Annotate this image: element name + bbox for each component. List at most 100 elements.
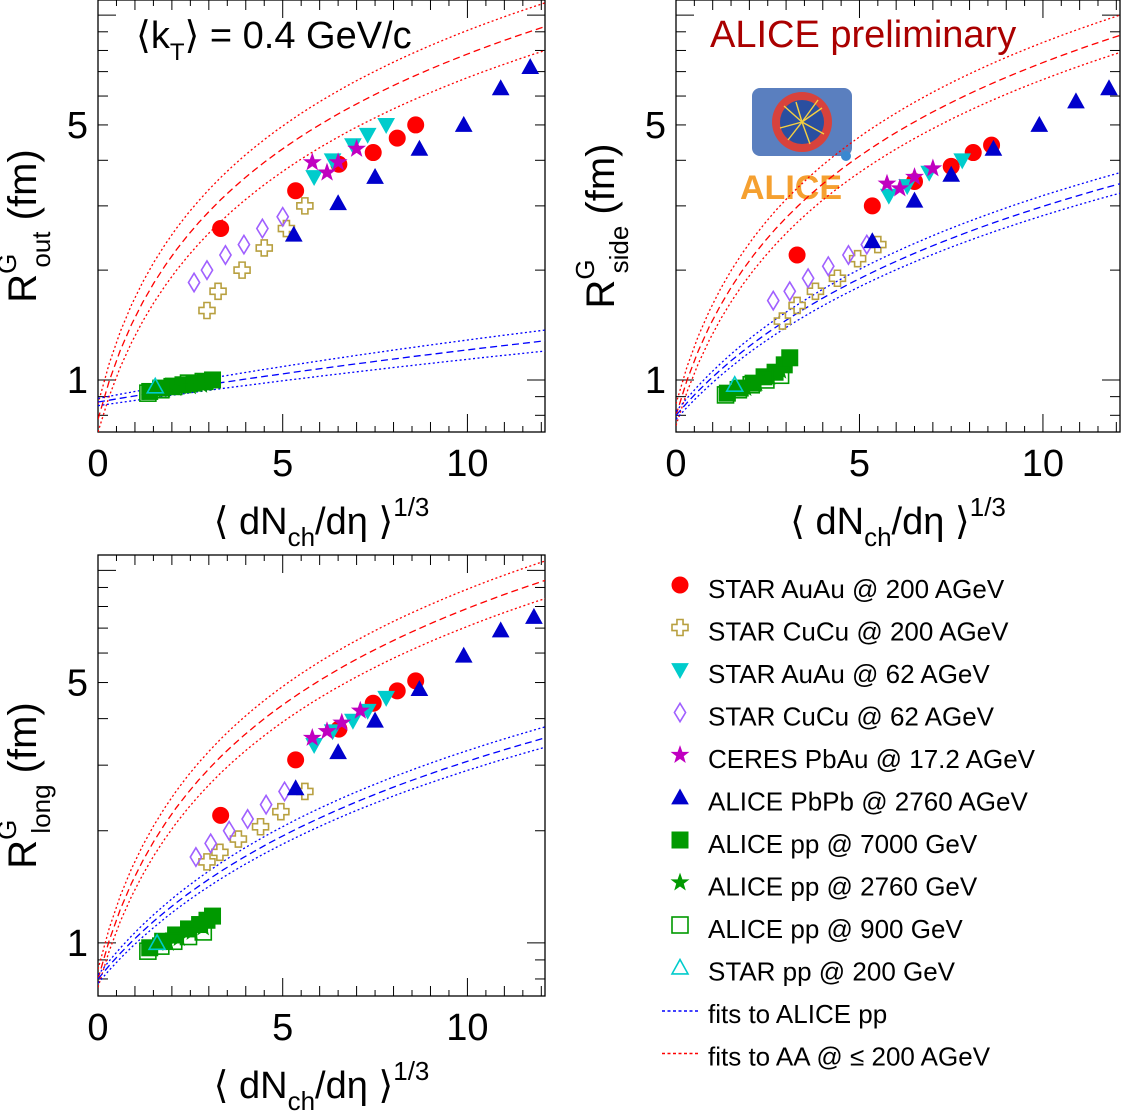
alice-logo-rays xyxy=(779,99,825,145)
x-tick-label: 5 xyxy=(272,443,293,485)
data-point xyxy=(212,806,230,824)
legend-label: STAR AuAu @ 200 AGeV xyxy=(708,574,1005,604)
fit-pp-line xyxy=(98,726,545,976)
data-point xyxy=(454,115,473,132)
legend-marker xyxy=(670,872,690,891)
data-point xyxy=(329,743,347,760)
plot-area xyxy=(98,560,545,988)
x-tick-label: 5 xyxy=(849,443,870,485)
data-point xyxy=(984,139,1003,156)
data-point xyxy=(454,646,473,663)
data-point xyxy=(189,846,203,868)
data-point xyxy=(302,152,322,171)
data-point xyxy=(222,820,236,842)
series-star-pp xyxy=(725,375,745,392)
y-tick-label: 1 xyxy=(645,360,666,402)
data-point xyxy=(218,244,232,266)
legend-marker xyxy=(671,576,689,594)
legend-item-fit-pp: fits to ALICE pp xyxy=(662,999,887,1029)
legend-item-star-auau62: STAR AuAu @ 62 AGeV xyxy=(671,659,990,689)
data-point xyxy=(788,296,806,315)
series-alice-pp-900 xyxy=(139,372,213,402)
data-point xyxy=(877,173,897,192)
fit-aa-line xyxy=(676,51,1120,426)
y-tick-label: 5 xyxy=(645,105,666,147)
series-star-cucu200 xyxy=(773,235,887,330)
data-point xyxy=(725,375,745,392)
data-point xyxy=(152,937,170,955)
data-point xyxy=(747,373,767,392)
data-point xyxy=(198,301,216,320)
data-point xyxy=(169,928,189,947)
data-point xyxy=(1030,115,1049,132)
fit-pp-line xyxy=(98,737,545,980)
data-point xyxy=(278,780,292,803)
data-point xyxy=(366,167,384,184)
data-point xyxy=(251,817,270,836)
data-point xyxy=(287,182,305,200)
series-star-pp xyxy=(145,376,165,394)
alice-logo: ALICE xyxy=(740,88,852,207)
data-point xyxy=(1067,92,1085,109)
legend-marker xyxy=(673,701,687,724)
data-point xyxy=(204,832,218,855)
data-point xyxy=(152,380,170,399)
data-point xyxy=(317,162,337,181)
legend-label: STAR CuCu @ 62 AGeV xyxy=(708,702,995,732)
fit-pp-line xyxy=(676,192,1120,420)
legend-label: fits to AA @ ≤ 200 AGeV xyxy=(708,1042,991,1072)
data-point xyxy=(407,116,425,134)
legend-item-alice-pp-900: ALICE pp @ 900 GeV xyxy=(671,914,963,944)
data-point xyxy=(344,713,362,730)
legend-label: ALICE PbPb @ 2760 AGeV xyxy=(708,787,1028,817)
legend-item-fit-aa: fits to AA @ ≤ 200 AGeV xyxy=(662,1042,991,1072)
data-point xyxy=(212,220,230,238)
x-tick-label: 0 xyxy=(665,443,686,485)
series-star-cucu62 xyxy=(187,206,290,294)
x-axis-label: ⟨ dNch/dη ⟩1/3 xyxy=(790,492,1006,552)
data-point xyxy=(410,139,429,156)
plot-area xyxy=(98,2,545,432)
legend-item-star-pp: STAR pp @ 200 GeV xyxy=(670,957,956,987)
data-point xyxy=(863,197,881,215)
data-point xyxy=(716,386,735,404)
x-tick-label: 10 xyxy=(1022,443,1064,485)
series-alice-pp-900 xyxy=(716,366,790,404)
data-point xyxy=(276,206,290,228)
data-point xyxy=(821,255,835,277)
x-tick-label: 10 xyxy=(446,1007,488,1049)
data-point xyxy=(233,261,251,279)
data-point xyxy=(194,372,213,391)
data-point xyxy=(757,371,775,389)
data-point xyxy=(863,232,882,249)
fit-aa-line xyxy=(98,597,545,988)
y-tick-label: 5 xyxy=(67,105,88,147)
plot-frame xyxy=(97,554,546,997)
data-point xyxy=(1100,79,1118,96)
legend-label: ALICE pp @ 900 GeV xyxy=(708,914,963,944)
legend-item-alice-pbpb: ALICE PbPb @ 2760 AGeV xyxy=(671,787,1028,817)
data-point xyxy=(209,282,227,301)
data-point xyxy=(771,366,790,385)
data-point xyxy=(200,259,214,281)
data-point xyxy=(388,129,406,147)
kt-label: ⟨kT⟩ = 0.4 GeV/c xyxy=(136,15,412,66)
data-point xyxy=(255,239,274,257)
data-point xyxy=(284,225,303,242)
data-point xyxy=(229,830,248,848)
legend-marker xyxy=(670,957,690,975)
data-point xyxy=(358,127,377,144)
data-point xyxy=(942,165,961,182)
fit-aa-line xyxy=(98,25,545,420)
legend-label: STAR CuCu @ 200 AGeV xyxy=(708,617,1009,647)
data-point xyxy=(773,312,792,330)
data-point xyxy=(848,249,867,268)
legend-label: CERES PbAu @ 17.2 AGeV xyxy=(708,744,1036,774)
y-tick-label: 1 xyxy=(67,923,88,965)
data-point xyxy=(377,118,395,134)
series-star-auau62 xyxy=(305,118,395,187)
data-point xyxy=(317,721,337,740)
